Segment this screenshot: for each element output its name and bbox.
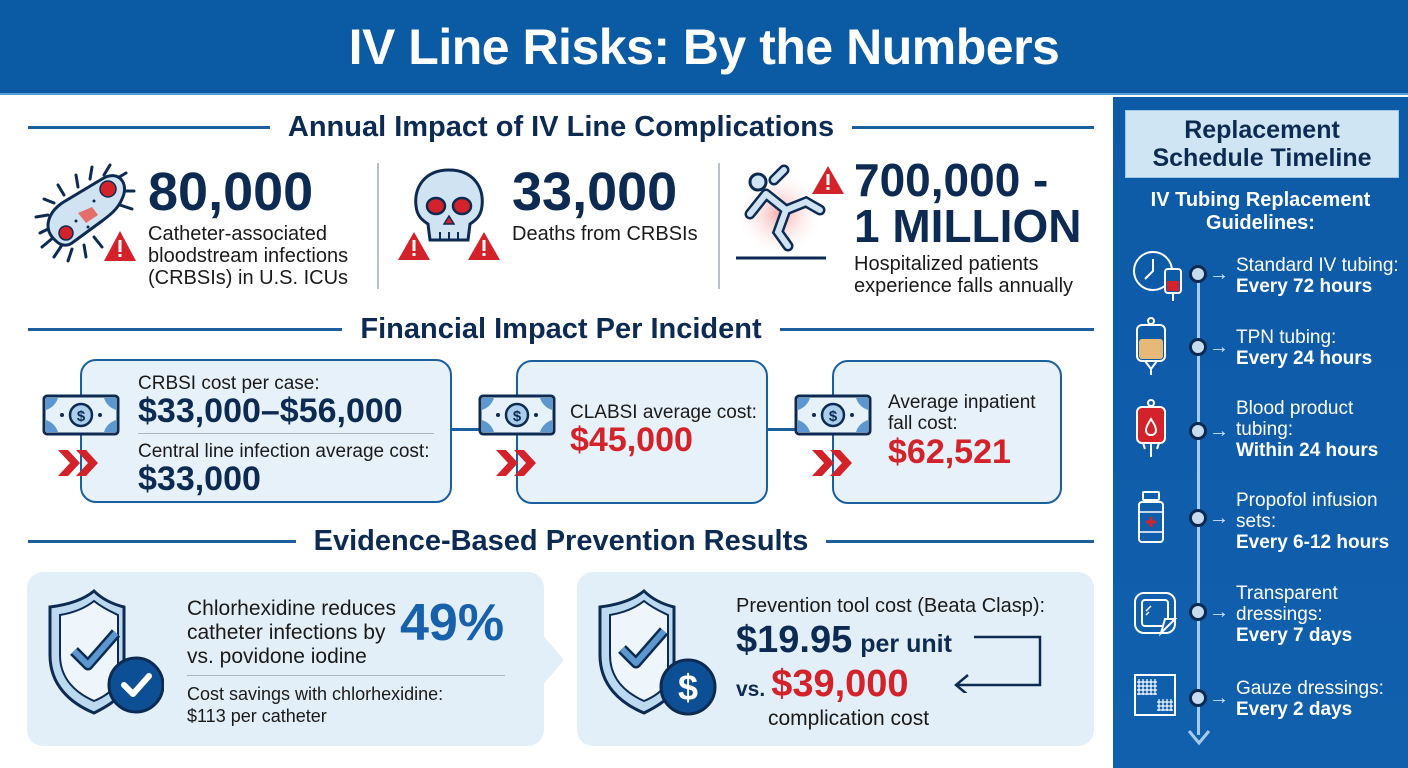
annual-impact-title: Annual Impact of IV Line Complications bbox=[287, 111, 835, 143]
arrow-right-icon: → bbox=[1209, 336, 1229, 358]
transparent-dressing-icon bbox=[1134, 592, 1178, 637]
arrow-right-icon: → bbox=[1209, 507, 1229, 529]
timeline-node bbox=[1189, 265, 1207, 283]
medicine-vial-icon bbox=[1138, 491, 1164, 543]
card-label: CRBSI cost per case: bbox=[138, 373, 320, 394]
complication-cost-label: complication cost bbox=[768, 707, 930, 730]
timeline-item-tpn: TPN tubing: Every 24 hours bbox=[1236, 327, 1373, 369]
replacement-timeline-sidebar: Replacement Schedule Timeline IV Tubing … bbox=[1113, 97, 1408, 768]
cost-savings-text: Cost savings with chlorhexidine: $113 pe… bbox=[187, 684, 444, 726]
complication-cost-row: vs. $39,000 bbox=[736, 663, 909, 706]
stat-crbsi-deaths: 33,000 Deaths from CRBSIs bbox=[512, 165, 698, 245]
stat-value: 80,000 bbox=[148, 162, 314, 222]
divider bbox=[28, 126, 270, 129]
complication-cost-value: $39,000 bbox=[771, 663, 909, 705]
shield-dollar-icon: $ bbox=[598, 588, 717, 716]
stat-description: Deaths from CRBSIs bbox=[512, 223, 698, 245]
comparison-arrow-icon bbox=[954, 635, 1042, 693]
tool-cost-unit: per unit bbox=[860, 630, 952, 658]
tool-cost-row: $19.95 per unit bbox=[736, 619, 952, 662]
falling-person-warning-icon bbox=[736, 164, 844, 260]
divider bbox=[138, 433, 434, 434]
stat-crbsi-infections: 80,000 Catheter-associated bloodstream i… bbox=[148, 165, 348, 289]
svg-text:$: $ bbox=[77, 408, 86, 425]
main-content: Annual Impact of IV Line Complications 8… bbox=[0, 97, 1110, 768]
timeline-item-standard-iv: Standard IV tubing: Every 72 hours bbox=[1236, 255, 1399, 297]
sidebar-title: Schedule Timeline bbox=[1152, 144, 1372, 172]
timeline-arrow-down-icon bbox=[1187, 730, 1211, 746]
financial-card-clabsi: CLABSI average cost: $45,000 bbox=[516, 360, 768, 504]
timeline-item-blood-product: Blood product tubing: Within 24 hours bbox=[1236, 398, 1379, 461]
card-value: $33,000 bbox=[138, 460, 261, 498]
stat-description: Catheter-associated bloodstream infectio… bbox=[148, 223, 349, 289]
chlorhexidine-text: Chlorhexidine reduces catheter infection… bbox=[187, 597, 396, 668]
shield-check-icon bbox=[48, 588, 164, 715]
timeline-item-gauze-dressings: Gauze dressings: Every 2 days bbox=[1236, 678, 1384, 720]
page-header: IV Line Risks: By the Numbers bbox=[0, 0, 1408, 95]
clock-iv-bag-icon bbox=[1133, 251, 1182, 301]
divider bbox=[852, 126, 1094, 129]
prevention-heading: Evidence-Based Prevention Results bbox=[28, 525, 1095, 558]
timeline-node bbox=[1189, 338, 1207, 356]
divider bbox=[779, 328, 1094, 331]
financial-card-crbsi: CRBSI cost per case: $33,000–$56,000 Cen… bbox=[80, 359, 452, 503]
money-bill-icon: $ bbox=[478, 394, 556, 436]
prevention-tool-label: Prevention tool cost (Beata Clasp): bbox=[736, 595, 1046, 617]
chevron-right-double-icon bbox=[496, 450, 536, 476]
divider bbox=[28, 540, 296, 543]
tool-cost-value: $19.95 bbox=[736, 619, 853, 661]
arrow-right-icon: → bbox=[1209, 420, 1229, 442]
divider bbox=[187, 675, 505, 676]
stat-value: 1 MILLION bbox=[854, 200, 1082, 252]
divider bbox=[28, 328, 343, 331]
card-value: $62,521 bbox=[888, 433, 1011, 471]
card-label: CLABSI average cost: bbox=[570, 402, 757, 423]
financial-impact-title: Financial Impact Per Incident bbox=[360, 313, 762, 345]
svg-text:$: $ bbox=[513, 408, 522, 425]
timeline-item-propofol: Propofol infusion sets: Every 6-12 hours bbox=[1236, 490, 1390, 553]
stat-value: 700,000 - bbox=[854, 154, 1049, 206]
reduction-percent: 49% bbox=[400, 594, 505, 652]
timeline-node bbox=[1189, 689, 1207, 707]
gauze-icon bbox=[1134, 674, 1176, 716]
blood-bag-icon bbox=[1136, 399, 1166, 457]
financial-card-fall: Average inpatient fall cost: $62,521 bbox=[832, 360, 1062, 504]
timeline-node bbox=[1189, 509, 1207, 527]
divider bbox=[718, 163, 720, 289]
money-bill-icon: $ bbox=[42, 394, 120, 436]
timeline-line bbox=[1197, 275, 1200, 735]
svg-text:$: $ bbox=[678, 667, 698, 708]
stat-value: 33,000 bbox=[512, 162, 678, 222]
timeline-item-transparent-dressings: Transparent dressings: Every 7 days bbox=[1236, 583, 1353, 646]
page-title: IV Line Risks: By the Numbers bbox=[348, 18, 1060, 75]
prevention-title: Evidence-Based Prevention Results bbox=[313, 525, 809, 557]
card-label: Central line infection average cost: bbox=[138, 441, 430, 462]
arrow-right-icon: → bbox=[1209, 601, 1229, 623]
vs-label: vs. bbox=[736, 678, 766, 701]
card-value: $45,000 bbox=[570, 421, 693, 459]
panel-pointer bbox=[540, 632, 564, 688]
chevron-right-double-icon bbox=[812, 450, 852, 476]
annual-impact-heading: Annual Impact of IV Line Complications bbox=[28, 111, 1094, 144]
card-value: $33,000–$56,000 bbox=[138, 392, 403, 430]
sidebar-title-box: Replacement Schedule Timeline bbox=[1125, 110, 1399, 178]
divider bbox=[377, 163, 379, 289]
stat-patient-falls: 700,000 - 1 MILLION Hospitalized patient… bbox=[854, 157, 1081, 297]
stat-description: Hospitalized patients experience falls a… bbox=[854, 253, 1074, 297]
sidebar-subtitle: IV Tubing Replacement Guidelines: bbox=[1150, 189, 1371, 234]
arrow-right-icon: → bbox=[1209, 687, 1229, 709]
bacteria-warning-icon bbox=[34, 163, 136, 263]
chevron-right-double-icon bbox=[58, 450, 98, 476]
sidebar-title: Replacement bbox=[1184, 116, 1340, 144]
money-bill-icon: $ bbox=[794, 394, 872, 436]
tpn-bag-icon bbox=[1136, 317, 1166, 375]
arrow-right-icon: → bbox=[1209, 263, 1229, 285]
divider bbox=[826, 540, 1095, 543]
timeline-node bbox=[1189, 603, 1207, 621]
skull-warning-icon bbox=[398, 168, 500, 260]
timeline-node bbox=[1189, 422, 1207, 440]
card-label: Average inpatient fall cost: bbox=[888, 392, 1036, 434]
svg-text:$: $ bbox=[829, 408, 838, 425]
financial-impact-heading: Financial Impact Per Incident bbox=[28, 313, 1094, 346]
